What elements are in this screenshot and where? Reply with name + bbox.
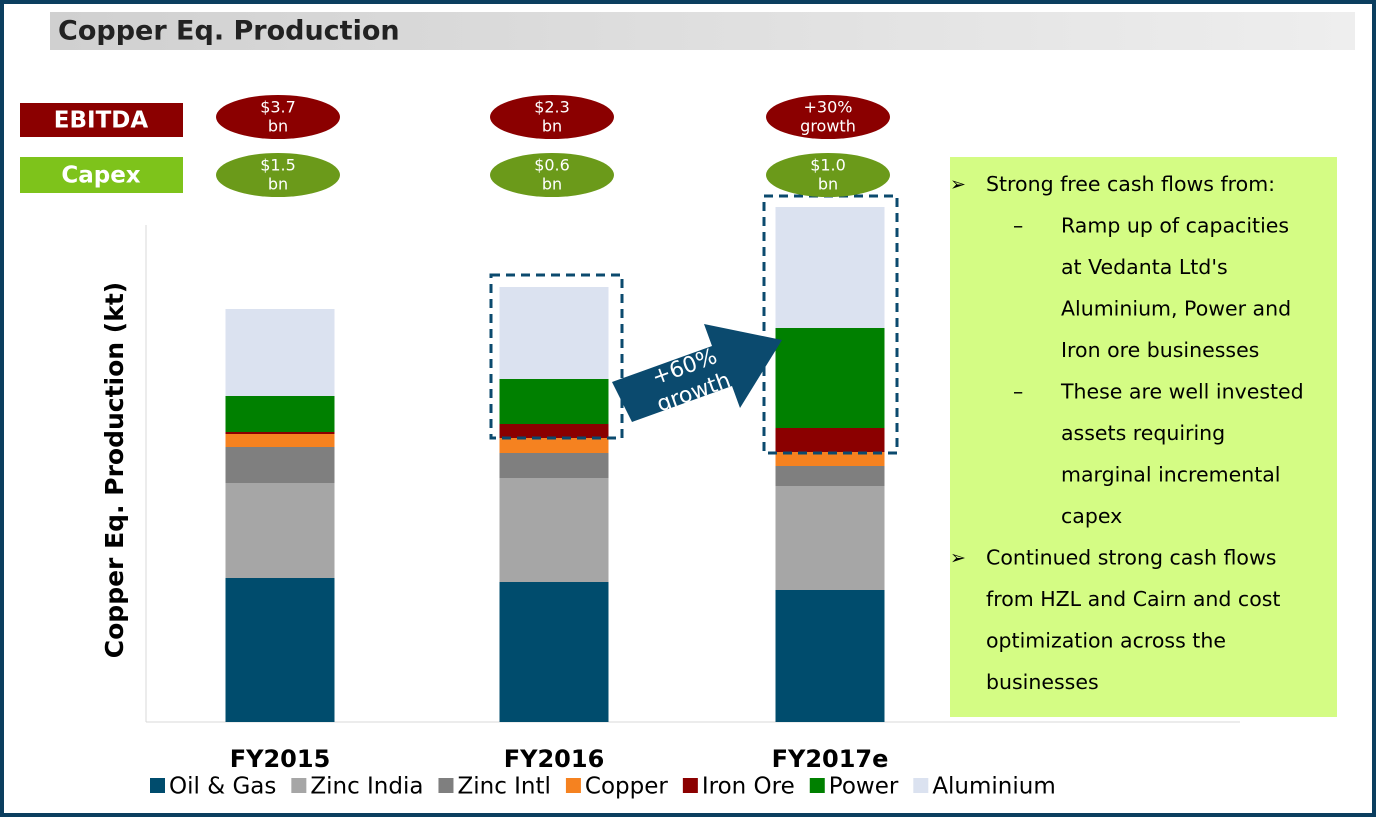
bar-segment xyxy=(775,428,885,452)
legend-label: Zinc Intl xyxy=(457,774,550,800)
capex-value: $1.0 xyxy=(810,156,846,175)
note-text: from HZL and Cairn and cost xyxy=(986,587,1280,611)
ebitda-label-box xyxy=(20,103,183,137)
x-tick-label: FY2017e xyxy=(772,745,889,773)
bar-segment xyxy=(225,447,335,483)
capex-value: $0.6 xyxy=(534,156,570,175)
notes-box xyxy=(950,157,1337,717)
ebitda-value: $2.3 xyxy=(534,98,570,117)
bar-segment xyxy=(775,452,885,466)
bar-segment xyxy=(225,483,335,578)
capex-ellipse xyxy=(766,153,890,197)
bar-segment xyxy=(225,578,335,722)
legend-swatch xyxy=(291,778,307,793)
note-text: at Vedanta Ltd's xyxy=(1061,255,1228,279)
highlight-box xyxy=(489,273,624,440)
legend-label: Copper xyxy=(585,774,668,800)
capex-value: bn xyxy=(818,175,838,194)
legend-swatch xyxy=(438,778,454,793)
bar-segment xyxy=(775,466,885,486)
note-text: Ramp up of capacities xyxy=(1061,214,1289,238)
ebitda-ellipse xyxy=(490,95,614,139)
capex-ellipse xyxy=(490,153,614,197)
note-marker: ➢ xyxy=(950,174,966,196)
ebitda-ellipse xyxy=(766,95,890,139)
legend-swatch xyxy=(150,778,165,793)
y-axis-label: Copper Eq. Production (kt) xyxy=(100,282,129,658)
ebitda-value: growth xyxy=(800,117,856,136)
bar-segment xyxy=(225,309,335,396)
capex-value: bn xyxy=(542,175,562,194)
ebitda-value: bn xyxy=(268,117,288,136)
bar-segment xyxy=(775,486,885,590)
note-text: businesses xyxy=(986,670,1099,694)
bar-segment xyxy=(499,287,609,379)
legend-swatch xyxy=(809,778,825,793)
legend-label: Zinc India xyxy=(310,774,423,800)
note-text: capex xyxy=(1061,504,1122,528)
legend-label: Power xyxy=(829,774,899,800)
x-tick-label: FY2015 xyxy=(230,745,331,773)
note-marker: – xyxy=(1013,214,1023,238)
bar-segment xyxy=(225,396,335,432)
capex-label-box xyxy=(20,157,183,193)
note-text: These are well invested xyxy=(1060,380,1304,404)
legend-swatch xyxy=(913,778,929,793)
capex-label: Capex xyxy=(61,163,140,189)
note-text: optimization across the xyxy=(986,629,1226,653)
bar-segment xyxy=(499,379,609,424)
capex-value: $1.5 xyxy=(260,156,296,175)
capex-ellipse xyxy=(216,153,340,197)
legend-swatch xyxy=(682,778,698,793)
bar-segment xyxy=(499,453,609,478)
capex-value: bn xyxy=(268,175,288,194)
note-text: Strong free cash flows from: xyxy=(986,172,1275,196)
ebitda-value: $3.7 xyxy=(260,98,296,117)
note-text: Continued strong cash flows xyxy=(986,546,1276,570)
growth-arrow xyxy=(612,324,782,422)
bar-segment xyxy=(225,434,335,447)
note-marker: – xyxy=(1013,380,1023,404)
ebitda-label: EBITDA xyxy=(54,108,149,134)
legend-swatch xyxy=(565,778,581,793)
title-bar xyxy=(50,12,1355,50)
x-tick-label: FY2016 xyxy=(504,745,605,773)
note-text: Aluminium, Power and xyxy=(1061,297,1291,321)
bar-segment xyxy=(499,478,609,582)
chart-title: Copper Eq. Production xyxy=(58,16,400,47)
ebitda-ellipse xyxy=(216,95,340,139)
legend-label: Iron Ore xyxy=(702,774,795,800)
ebitda-value: +30% xyxy=(804,98,853,117)
bar-segment xyxy=(775,207,885,328)
bar-segment xyxy=(225,432,335,434)
legend-label: Aluminium xyxy=(932,774,1055,800)
bar-segment xyxy=(775,590,885,722)
ebitda-value: bn xyxy=(542,117,562,136)
note-text: Iron ore businesses xyxy=(1061,338,1259,362)
note-marker: ➢ xyxy=(950,547,966,569)
note-text: marginal incremental xyxy=(1061,463,1281,487)
bar-segment xyxy=(499,582,609,722)
legend-label: Oil & Gas xyxy=(169,774,276,800)
note-text: assets requiring xyxy=(1061,421,1225,445)
bar-segment xyxy=(499,424,609,438)
bar-segment xyxy=(775,328,885,428)
bar-segment xyxy=(499,438,609,453)
